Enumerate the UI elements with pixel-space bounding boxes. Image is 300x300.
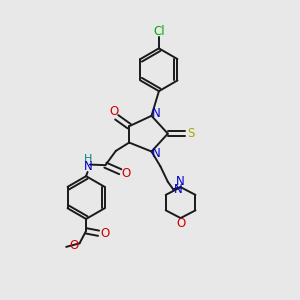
- Text: H: H: [84, 154, 93, 164]
- Text: N: N: [174, 183, 183, 196]
- Text: N: N: [152, 147, 161, 161]
- Text: S: S: [187, 127, 195, 140]
- Text: N: N: [176, 175, 185, 188]
- Text: N: N: [152, 107, 161, 120]
- Text: N: N: [84, 160, 93, 172]
- Text: O: O: [70, 239, 79, 252]
- Text: Cl: Cl: [153, 25, 165, 38]
- Text: O: O: [122, 167, 131, 180]
- Text: O: O: [100, 227, 109, 240]
- Text: O: O: [176, 217, 185, 230]
- Text: O: O: [110, 105, 119, 118]
